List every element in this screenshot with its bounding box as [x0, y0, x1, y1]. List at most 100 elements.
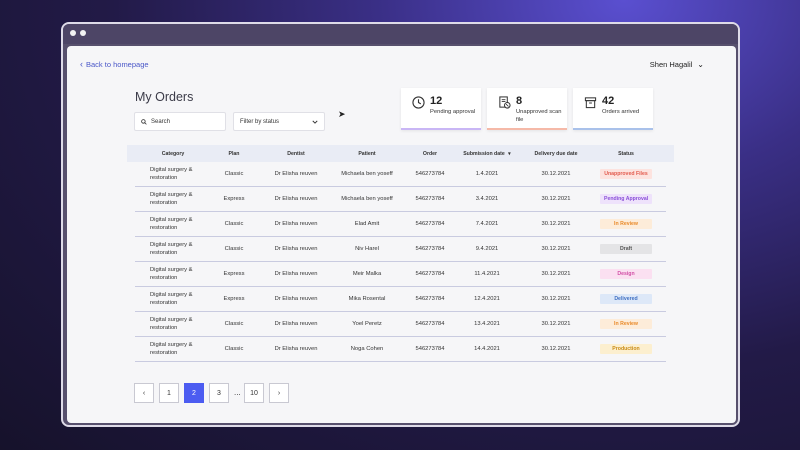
- submission-date-cell: 11.4.2021: [474, 271, 500, 277]
- dentist-cell: Dr Elisha reuven: [274, 221, 318, 227]
- plan-cell: Express: [223, 296, 245, 302]
- app-page: ‹ Back to homepage Shen Hagalil ⌄ My Ord…: [67, 46, 736, 423]
- patient-cell: Niv Harel: [355, 246, 379, 252]
- column-header-status[interactable]: Status: [618, 151, 634, 157]
- search-input[interactable]: Search: [134, 112, 226, 131]
- delivery-due-date-cell: 30.12.2021: [541, 171, 571, 177]
- column-header-submission-date[interactable]: Submission date ▾: [463, 151, 511, 157]
- status-badge: Production: [600, 344, 652, 354]
- submission-date-cell: 9.4.2021: [475, 246, 499, 252]
- archive-box-icon: [584, 97, 597, 109]
- table-row[interactable]: Digital surgery & restoration Express Dr E…: [135, 287, 666, 312]
- category-cell: Digital surgery & restoration: [150, 216, 193, 231]
- order-cell: 546273784: [415, 346, 445, 352]
- plan-cell: Express: [223, 271, 245, 277]
- submission-date-cell: 13.4.2021: [474, 321, 500, 327]
- order-cell: 546273784: [415, 246, 445, 252]
- previous-page-button[interactable]: ‹: [134, 383, 154, 403]
- category-cell: Digital surgery & restoration: [150, 341, 193, 356]
- plan-cell: Classic: [224, 346, 244, 352]
- page-button[interactable]: 1: [159, 383, 179, 403]
- dentist-cell: Dr Elisha reuven: [274, 271, 318, 277]
- column-header-category[interactable]: Category: [161, 151, 185, 157]
- category-cell: Digital surgery & restoration: [150, 291, 193, 306]
- status-filter-select[interactable]: Filter by status: [233, 112, 325, 131]
- delivery-due-date-cell: 30.12.2021: [541, 321, 571, 327]
- table-row[interactable]: Digital surgery & restoration Classic Dr E…: [135, 312, 666, 337]
- delivery-due-date-cell: 30.12.2021: [541, 346, 571, 352]
- chevron-down-icon: [312, 120, 318, 124]
- page-title: My Orders: [135, 90, 194, 104]
- patient-cell: Noga Cohen: [350, 346, 384, 352]
- column-header-label: Submission date: [463, 151, 505, 157]
- document-scan-icon: [499, 96, 511, 109]
- order-cell: 546273784: [415, 196, 445, 202]
- category-cell: Digital surgery & restoration: [150, 191, 193, 206]
- submission-date-cell: 3.4.2021: [475, 196, 499, 202]
- patient-cell: Meir Malka: [352, 271, 382, 277]
- column-header-plan[interactable]: Plan: [228, 151, 240, 157]
- plan-cell: Classic: [224, 246, 244, 252]
- status-badge: Delivered: [600, 294, 652, 304]
- back-to-homepage-link[interactable]: ‹ Back to homepage: [80, 59, 149, 70]
- table-row[interactable]: Digital surgery & restoration Classic Dr E…: [135, 162, 666, 187]
- submission-date-cell: 7.4.2021: [475, 221, 499, 227]
- status-badge: In Review: [600, 219, 652, 229]
- dentist-cell: Dr Elisha reuven: [274, 196, 318, 202]
- stat-label: Unapproved scan file: [516, 109, 562, 123]
- column-header-patient[interactable]: Patient: [358, 151, 376, 157]
- stat-label: Pending approval: [430, 109, 476, 115]
- status-badge: Design: [600, 269, 652, 279]
- dentist-cell: Dr Elisha reuven: [274, 296, 318, 302]
- window-titlebar: [63, 24, 738, 44]
- table-row[interactable]: Digital surgery & restoration Classic Dr E…: [135, 212, 666, 237]
- stat-accent-bar: [573, 128, 653, 130]
- plan-cell: Classic: [224, 171, 244, 177]
- stat-card-pending-approval[interactable]: 12 Pending approval: [401, 88, 481, 130]
- search-placeholder: Search: [151, 118, 171, 125]
- submission-date-cell: 12.4.2021: [474, 296, 500, 302]
- column-header-delivery-due-date[interactable]: Delivery due date: [534, 151, 578, 157]
- browser-window: ‹ Back to homepage Shen Hagalil ⌄ My Ord…: [61, 22, 740, 427]
- chevron-left-icon: ‹: [80, 59, 83, 69]
- dentist-cell: Dr Elisha reuven: [274, 246, 318, 252]
- stat-card-orders-arrived[interactable]: 42 Orders arrived: [573, 88, 653, 130]
- plan-cell: Classic: [224, 321, 244, 327]
- table-row[interactable]: Digital surgery & restoration Express Dr E…: [135, 187, 666, 212]
- window-dot: [70, 30, 76, 36]
- window-dot: [80, 30, 86, 36]
- stat-card-unapproved-scan[interactable]: 8 Unapproved scan file: [487, 88, 567, 130]
- status-badge: In Review: [600, 319, 652, 329]
- table-header: Category Plan Dentist Patient Order Subm…: [127, 145, 674, 162]
- mouse-cursor-icon: ➤: [338, 109, 346, 119]
- page-button-current[interactable]: 2: [184, 383, 204, 403]
- dentist-cell: Dr Elisha reuven: [274, 171, 318, 177]
- clock-icon: [412, 96, 425, 109]
- page-button[interactable]: 3: [209, 383, 229, 403]
- dentist-cell: Dr Elisha reuven: [274, 321, 318, 327]
- delivery-due-date-cell: 30.12.2021: [541, 246, 571, 252]
- sort-down-icon: ▾: [508, 151, 511, 157]
- search-icon: [141, 118, 147, 125]
- stat-accent-bar: [401, 128, 481, 130]
- stat-value: 12: [430, 95, 443, 107]
- table-row[interactable]: Digital surgery & restoration Classic Dr E…: [135, 337, 666, 362]
- user-menu[interactable]: Shen Hagalil ⌄: [650, 60, 704, 69]
- chevron-down-icon: ⌄: [697, 60, 704, 69]
- plan-cell: Classic: [224, 221, 244, 227]
- next-page-button[interactable]: ›: [269, 383, 289, 403]
- table-row[interactable]: Digital surgery & restoration Express Dr E…: [135, 262, 666, 287]
- column-header-dentist[interactable]: Dentist: [287, 151, 305, 157]
- table-row[interactable]: Digital surgery & restoration Classic Dr E…: [135, 237, 666, 262]
- patient-cell: Mika Rosental: [348, 296, 386, 302]
- page-button[interactable]: 10: [244, 383, 264, 403]
- column-header-order[interactable]: Order: [422, 151, 438, 157]
- stat-accent-bar: [487, 128, 567, 130]
- back-link-label: Back to homepage: [86, 60, 149, 69]
- plan-cell: Express: [223, 196, 245, 202]
- category-cell: Digital surgery & restoration: [150, 166, 193, 181]
- order-cell: 546273784: [415, 271, 445, 277]
- category-cell: Digital surgery & restoration: [150, 266, 193, 281]
- status-badge: Unapproved Files: [600, 169, 652, 179]
- delivery-due-date-cell: 30.12.2021: [541, 296, 571, 302]
